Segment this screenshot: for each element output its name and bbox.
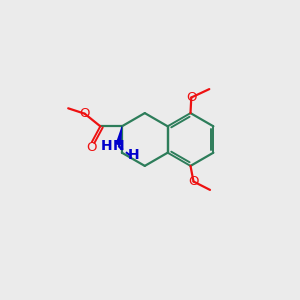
Polygon shape bbox=[116, 126, 122, 146]
Text: O: O bbox=[80, 107, 90, 120]
Text: N: N bbox=[112, 139, 124, 153]
Text: H: H bbox=[128, 148, 139, 162]
Text: O: O bbox=[186, 91, 196, 104]
Text: O: O bbox=[188, 175, 199, 188]
Text: H: H bbox=[101, 139, 113, 153]
Text: O: O bbox=[87, 141, 97, 154]
